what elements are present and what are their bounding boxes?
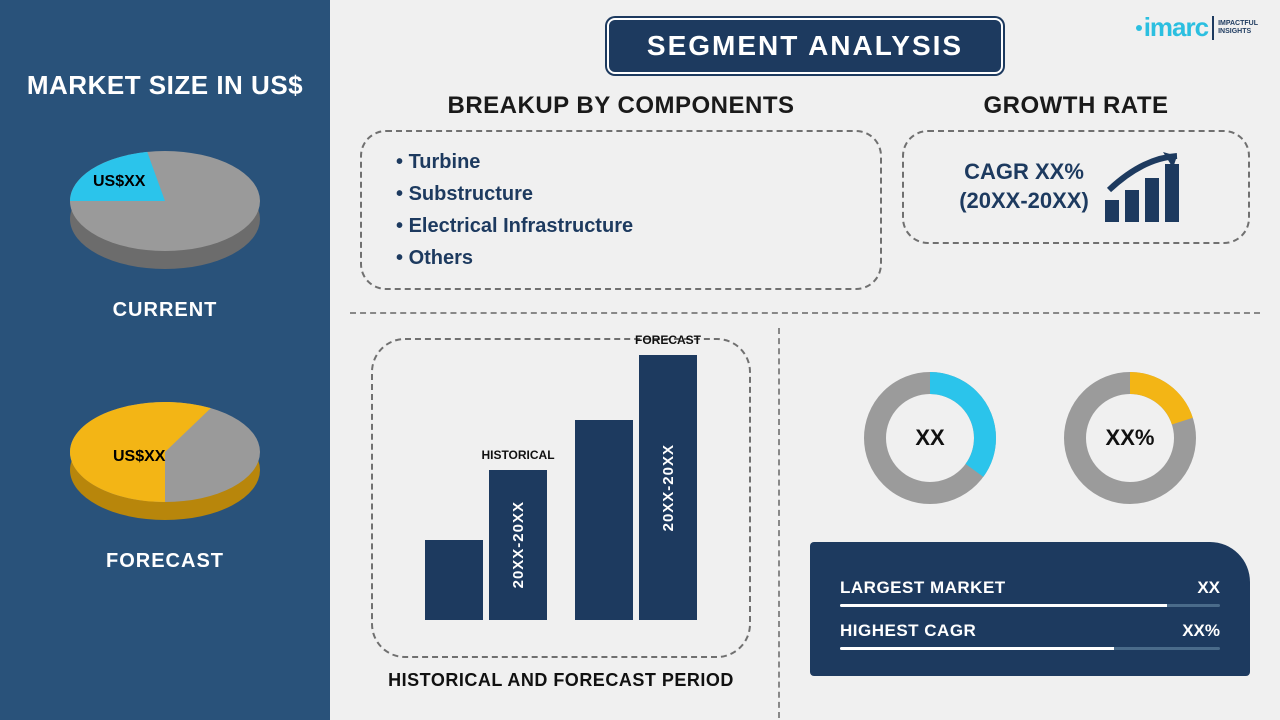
pie-current: US$XX CURRENT	[55, 131, 275, 322]
donut-right: XX%	[1060, 368, 1200, 508]
pie-current-value: US$XX	[93, 173, 145, 191]
market-size-heading: MARKET SIZE IN US$	[27, 70, 303, 101]
metric-row: HIGHEST CAGR XX%	[840, 621, 1220, 641]
logo-dot-icon	[1136, 25, 1142, 31]
breakup-heading: BREAKUP BY COMPONENTS	[360, 92, 882, 120]
historical-section: HISTORICAL20XX-20XXFORECAST20XX-20XX HIS…	[350, 328, 780, 718]
growth-chart-icon	[1103, 150, 1193, 224]
metric-panel: LARGEST MARKET XX HIGHEST CAGR XX%	[810, 542, 1250, 676]
bar: HISTORICAL20XX-20XX	[489, 470, 547, 620]
growth-box: CAGR XX%(20XX-20XX)	[902, 130, 1250, 244]
metric-row: LARGEST MARKET XX	[840, 578, 1220, 598]
metrics-section: XX XX% LARGEST MARKET XX HIGHEST CAGR XX%	[780, 328, 1260, 718]
historical-caption: HISTORICAL AND FORECAST PERIOD	[388, 670, 734, 691]
pie-current-label: CURRENT	[113, 299, 218, 322]
bar-period: 20XX-20XX	[660, 444, 677, 531]
metric-label: LARGEST MARKET	[840, 578, 1006, 598]
left-panel: MARKET SIZE IN US$ US$XX CURRENT US$XX F…	[0, 0, 330, 720]
logo-divider-icon	[1212, 16, 1214, 40]
metric-bar	[840, 604, 1220, 607]
bar-pair: FORECAST20XX-20XX	[575, 355, 697, 620]
bar	[425, 540, 483, 620]
logo: imarc IMPACTFULINSIGHTS	[1136, 12, 1258, 43]
metric-value: XX	[1197, 578, 1220, 598]
component-item: Electrical Infrastructure	[396, 210, 852, 242]
horizontal-divider	[350, 312, 1260, 314]
pie-forecast: US$XX FORECAST	[55, 382, 275, 573]
bar-period: 20XX-20XX	[510, 501, 527, 588]
donut-left-label: XX	[915, 425, 944, 451]
pie-forecast-value: US$XX	[113, 448, 165, 466]
bar-tag: HISTORICAL	[481, 448, 554, 462]
logo-word: imarc	[1144, 12, 1208, 43]
components-list: TurbineSubstructureElectrical Infrastruc…	[390, 146, 852, 274]
growth-section: GROWTH RATE CAGR XX%(20XX-20XX)	[902, 92, 1250, 290]
bar	[575, 420, 633, 620]
right-panel: imarc IMPACTFULINSIGHTS SEGMENT ANALYSIS…	[330, 0, 1280, 720]
breakup-section: BREAKUP BY COMPONENTS TurbineSubstructur…	[360, 92, 882, 290]
bar-chart-box: HISTORICAL20XX-20XXFORECAST20XX-20XX	[371, 338, 751, 658]
bar-pair: HISTORICAL20XX-20XX	[425, 470, 547, 620]
component-item: Others	[396, 242, 852, 274]
logo-sub: IMPACTFULINSIGHTS	[1218, 20, 1258, 35]
growth-text: CAGR XX%(20XX-20XX)	[959, 158, 1089, 215]
donut-right-label: XX%	[1106, 425, 1155, 451]
pie-forecast-label: FORECAST	[106, 550, 224, 573]
component-item: Turbine	[396, 146, 852, 178]
bar-tag: FORECAST	[635, 333, 701, 347]
component-item: Substructure	[396, 178, 852, 210]
metric-value: XX%	[1182, 621, 1220, 641]
growth-heading: GROWTH RATE	[902, 92, 1250, 120]
breakup-box: TurbineSubstructureElectrical Infrastruc…	[360, 130, 882, 290]
metric-label: HIGHEST CAGR	[840, 621, 976, 641]
page-title: SEGMENT ANALYSIS	[607, 18, 1003, 74]
donut-left: XX	[860, 368, 1000, 508]
metric-bar	[840, 647, 1220, 650]
pie-current-svg	[55, 131, 275, 281]
bar: FORECAST20XX-20XX	[639, 355, 697, 620]
